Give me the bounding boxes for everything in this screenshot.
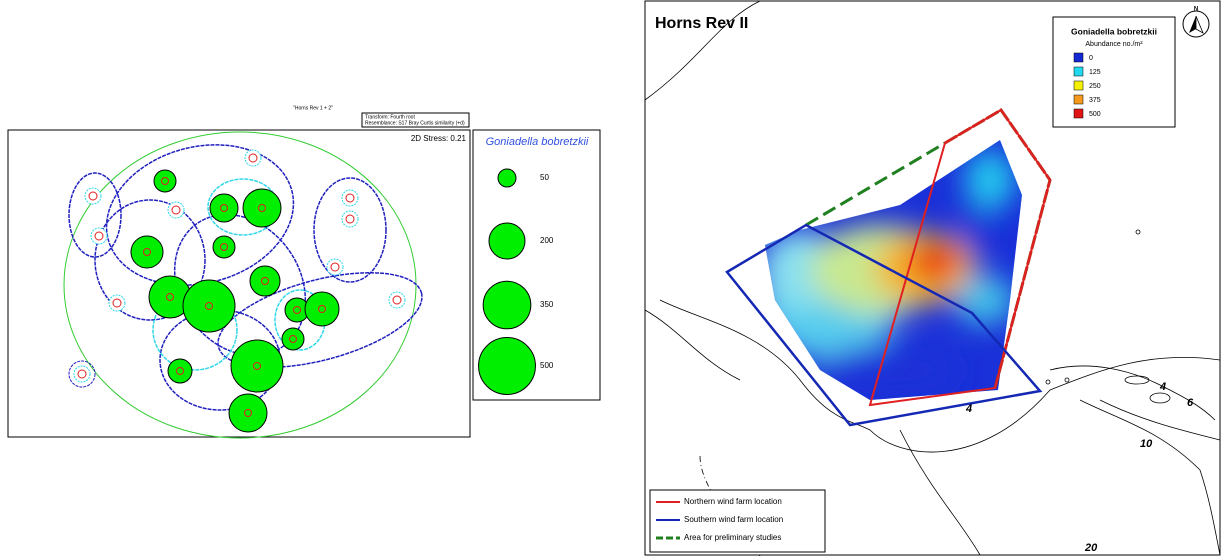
legend-label: 350 xyxy=(540,300,554,309)
sample-point xyxy=(248,153,258,163)
legend-swatch xyxy=(1073,94,1084,105)
sample-point xyxy=(253,362,261,370)
map-panel: 4 6 10 20 4 Horns Rev II N Goniadella bobret… xyxy=(644,0,1221,556)
legend-swatch xyxy=(1073,52,1084,63)
sample-bubble xyxy=(281,327,305,351)
preliminary-area xyxy=(805,141,946,227)
sample-point xyxy=(330,262,340,272)
sample-bubble xyxy=(153,169,177,193)
plot-subtitle: "Horns Rev 1 + 2" xyxy=(293,105,333,111)
legend-label: 200 xyxy=(540,236,554,245)
sample-bubble xyxy=(249,265,281,297)
sample-point xyxy=(258,204,266,212)
legend-label: Southern wind farm location xyxy=(684,515,783,524)
legend-swatch xyxy=(1073,66,1084,77)
legend-value: 375 xyxy=(1089,97,1101,104)
cluster-ellipse xyxy=(313,177,387,283)
sample-bubble xyxy=(242,188,282,228)
transform-label: Transform: Fourth root xyxy=(365,114,415,120)
legend-label: 50 xyxy=(540,173,549,182)
sample-point xyxy=(143,248,151,256)
legend-swatch xyxy=(1073,80,1084,91)
legend-label: Northern wind farm location xyxy=(684,497,782,506)
sample-point xyxy=(244,409,252,417)
depth-label: 20 xyxy=(1084,542,1098,554)
mds-panel: "Horns Rev 1 + 2" Transform: Fourth root… xyxy=(7,105,601,439)
north-label: N xyxy=(1194,7,1198,13)
sample-bubble xyxy=(209,193,239,223)
line-legend-box xyxy=(649,489,826,553)
legend-bubble xyxy=(482,280,532,330)
north-arrow: N xyxy=(1182,7,1210,38)
sample-point xyxy=(176,367,184,375)
southern-wind-farm xyxy=(725,223,1043,427)
plot-frame xyxy=(7,129,471,438)
sample-point xyxy=(77,369,87,379)
sample-ring xyxy=(68,360,96,388)
legend-value: 0 xyxy=(1089,55,1093,62)
map-legend-title: Goniadella bobretzkii xyxy=(1071,26,1157,36)
legend-value: 500 xyxy=(1089,111,1101,118)
map-title: Horns Rev II xyxy=(655,15,748,32)
size-legend: 50 200 350 500 xyxy=(478,168,554,395)
sample-point xyxy=(220,204,228,212)
sample-point xyxy=(205,302,213,310)
legend-bubble xyxy=(497,168,517,188)
legend-value: 250 xyxy=(1089,83,1101,90)
sample-point xyxy=(345,214,355,224)
cluster-ellipse xyxy=(217,272,423,368)
depth-label: 6 xyxy=(1187,397,1194,409)
legend-swatch xyxy=(1073,108,1084,119)
sample-bubble xyxy=(130,235,164,269)
sample-point xyxy=(166,293,174,301)
sample-point xyxy=(112,298,122,308)
depth-label: 4 xyxy=(965,403,972,415)
sample-bubble xyxy=(304,291,340,327)
info-box xyxy=(361,112,470,128)
sample-bubble xyxy=(182,279,236,333)
sample-bubble xyxy=(230,339,284,393)
sample-point xyxy=(171,205,181,215)
legend-label: Area for preliminary studies xyxy=(684,533,781,542)
sample-point xyxy=(289,335,297,343)
stress-label: 2D Stress: 0.21 xyxy=(411,134,467,143)
sample-point xyxy=(161,177,169,185)
sample-point xyxy=(293,306,301,314)
sample-point xyxy=(94,231,104,241)
legend-label: 500 xyxy=(540,361,554,370)
sample-point xyxy=(345,193,355,203)
legend-bubble xyxy=(488,222,526,260)
cluster-ellipse xyxy=(94,199,206,321)
sample-point xyxy=(88,191,98,201)
sample-point xyxy=(220,243,228,251)
legend-bubble xyxy=(478,337,536,395)
sample-bubble xyxy=(167,358,193,384)
depth-label: 4 xyxy=(1159,381,1166,393)
northern-wind-farm xyxy=(868,108,1052,407)
sample-point xyxy=(318,305,326,313)
legend-title: Goniadella bobretzkii xyxy=(486,136,589,148)
sample-point xyxy=(392,295,402,305)
sample-bubble xyxy=(228,393,268,433)
map-legend-subtitle: Abundance no./m² xyxy=(1085,41,1143,48)
resemblance-label: Resemblance: S17 Bray Curtis similarity … xyxy=(365,120,465,126)
depth-label: 10 xyxy=(1140,438,1153,450)
sample-point xyxy=(261,277,269,285)
map-legend-box xyxy=(1052,16,1176,128)
sample-bubble xyxy=(212,235,236,259)
line-legend: Northern wind farm location Southern wind… xyxy=(656,497,783,542)
legend-value: 125 xyxy=(1089,69,1101,76)
depth-labels: 4 6 10 20 4 xyxy=(965,381,1194,554)
color-legend: 0 125 250 375 500 xyxy=(1073,52,1101,119)
